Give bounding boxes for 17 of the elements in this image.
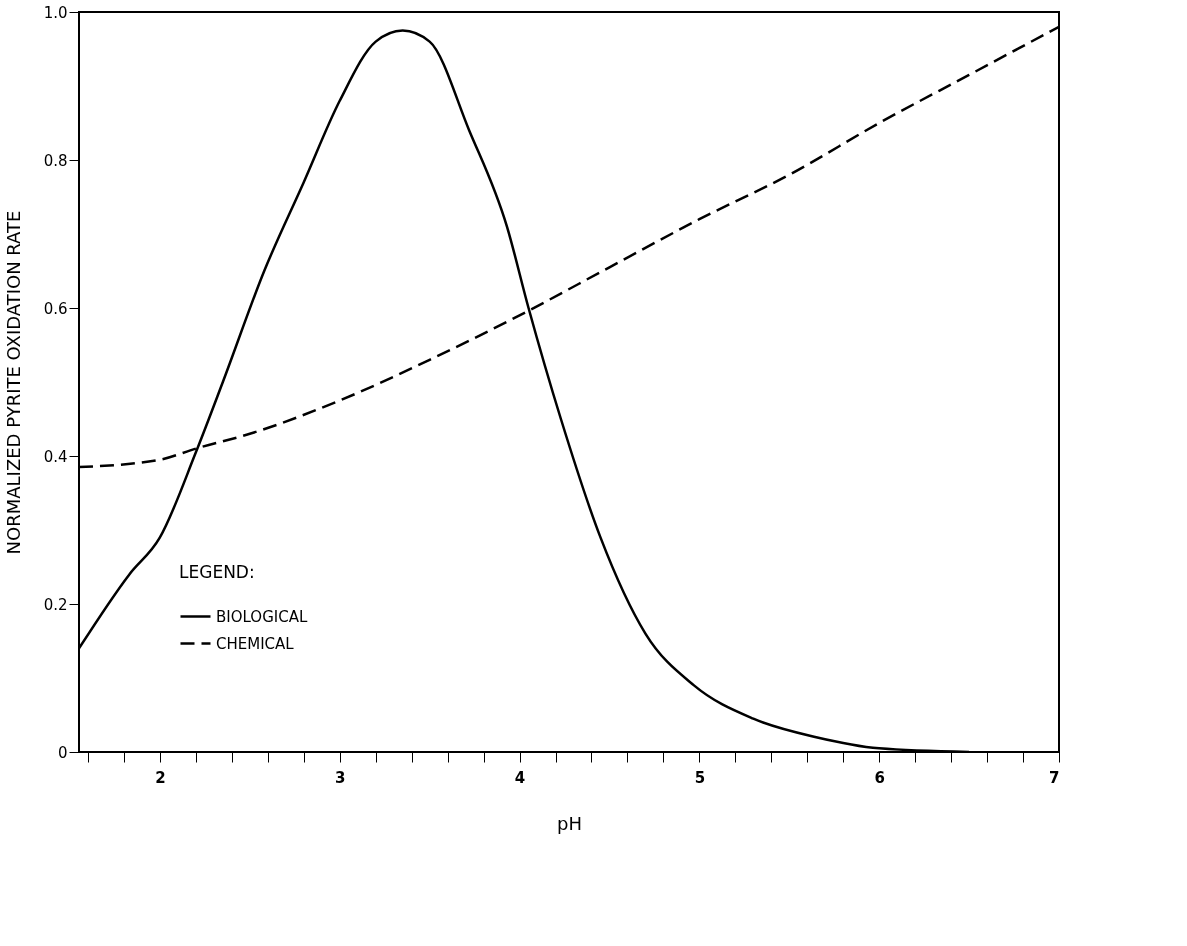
- x-tick-label: 2: [155, 768, 166, 787]
- y-tick-label: 0.4: [43, 447, 68, 466]
- y-tick-label: 0: [57, 743, 68, 762]
- x-tick-label: 3: [335, 768, 346, 787]
- y-axis-title: NORMALIZED PYRITE OXIDATION RATE: [2, 210, 24, 555]
- legend-label: CHEMICAL: [216, 634, 295, 653]
- x-tick-label: 7: [1049, 768, 1060, 787]
- x-tick-label: 6: [874, 768, 885, 787]
- y-tick-label: 0.6: [43, 299, 68, 318]
- x-tick-label: 4: [514, 768, 526, 787]
- x-tick-label: 5: [694, 768, 706, 787]
- legend-title: LEGEND:: [179, 562, 255, 582]
- x-axis-title: pH: [557, 812, 582, 834]
- y-tick-label: 1.0: [43, 3, 68, 22]
- y-tick-label: 0.8: [43, 151, 68, 170]
- y-tick-label: 0.2: [43, 595, 68, 614]
- legend-label: BIOLOGICAL: [216, 607, 308, 626]
